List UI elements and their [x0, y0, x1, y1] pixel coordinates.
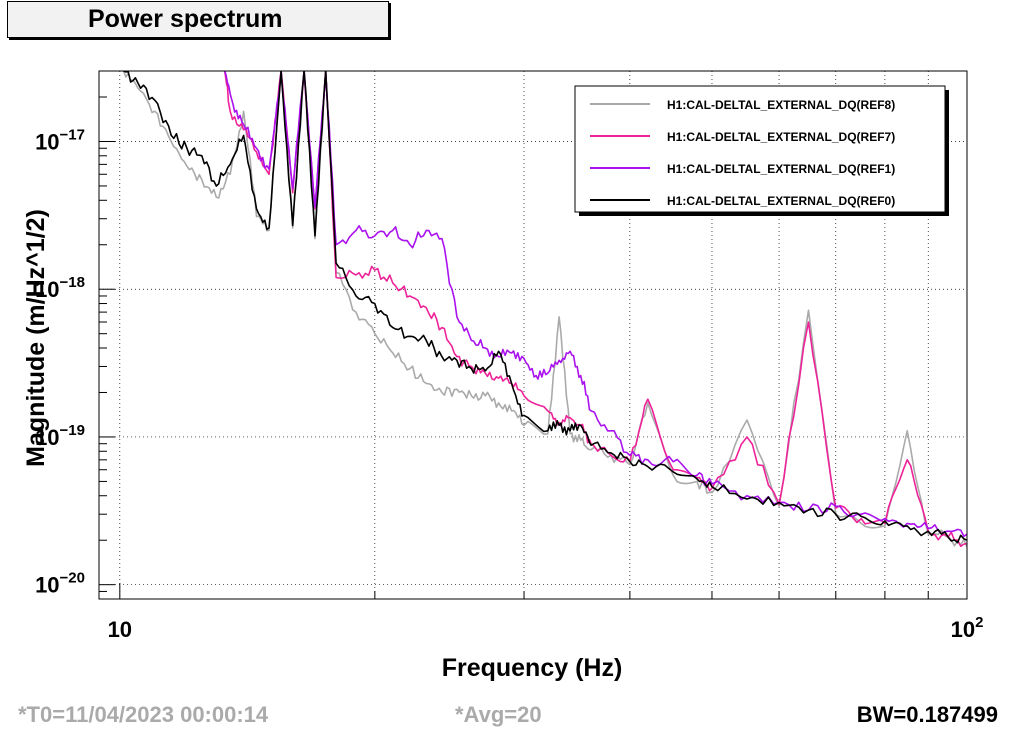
- legend-box: [574, 85, 946, 213]
- legend-entry-3: H1:CAL-DELTAL_EXTERNAL_DQ(REF0): [667, 194, 895, 208]
- legend-entry-2: H1:CAL-DELTAL_EXTERNAL_DQ(REF1): [667, 162, 895, 176]
- series-lines: [122, 71, 967, 548]
- footer-avg: *Avg=20: [455, 702, 542, 727]
- x-tick-label: 10: [108, 617, 132, 642]
- legend: H1:CAL-DELTAL_EXTERNAL_DQ(REF8) H1:CAL-DE…: [574, 85, 949, 216]
- footer-t0: *T0=11/04/2023 00:00:14: [18, 702, 269, 727]
- legend-entry-0: H1:CAL-DELTAL_EXTERNAL_DQ(REF8): [667, 98, 895, 112]
- y-tick-label: 10−17: [35, 126, 85, 154]
- x-tick-label: 102: [951, 614, 984, 642]
- footer-bw: BW=0.187499: [856, 702, 998, 727]
- title-box: Power spectrum: [7, 1, 389, 38]
- x-axis-label: Frequency (Hz): [442, 654, 623, 682]
- y-axis-label: Magnitude (m/Hz^1/2): [22, 209, 50, 467]
- series-line-3: [123, 71, 967, 544]
- y-tick-label: 10−19: [35, 422, 85, 450]
- y-tick-label: 10−18: [35, 274, 85, 302]
- legend-entry-1: H1:CAL-DELTAL_EXTERNAL_DQ(REF7): [667, 130, 895, 144]
- plot-frame: [98, 70, 968, 600]
- chart-title: Power spectrum: [88, 5, 283, 33]
- y-tick-label: 10−20: [35, 570, 85, 598]
- axis-ticks: [99, 70, 929, 600]
